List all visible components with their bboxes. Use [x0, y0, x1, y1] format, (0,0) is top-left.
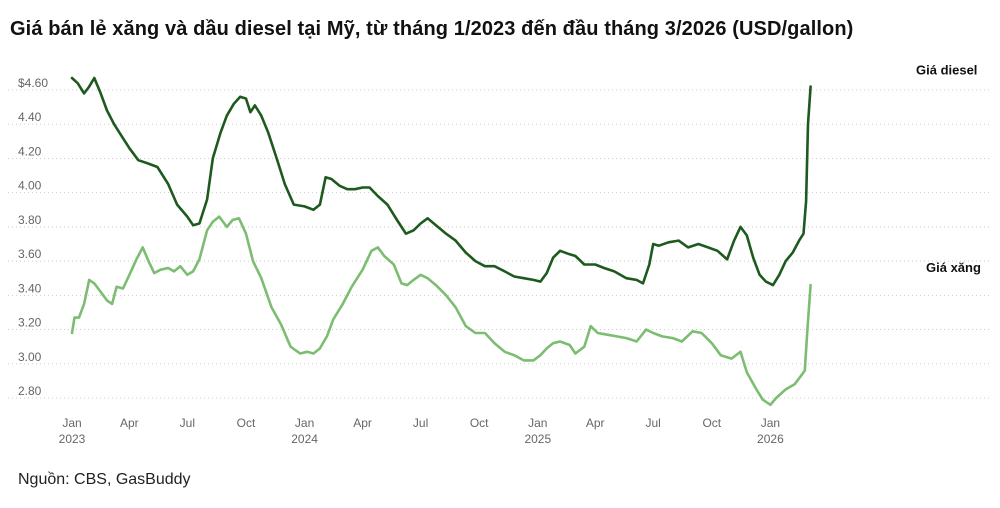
x-tick-label: Jan	[761, 416, 780, 430]
y-tick-label: 3.20	[18, 316, 42, 330]
series-label-diesel: Giá diesel	[916, 63, 977, 78]
series-label-gasoline: Giá xăng	[926, 260, 981, 275]
source-note: Nguồn: CBS, GasBuddy	[18, 471, 191, 488]
x-tick-label: Jan	[295, 416, 314, 430]
x-tick-label: Oct	[237, 416, 256, 430]
x-tick-label: Jul	[413, 416, 428, 430]
x-tick-label: Jul	[180, 416, 195, 430]
x-tick-label: Apr	[120, 416, 139, 430]
y-tick-label: 3.40	[18, 281, 42, 295]
series-labels: Giá diesel Giá xăng	[916, 63, 981, 275]
x-tick-label: Oct	[702, 416, 721, 430]
x-tick-label: Jan	[62, 416, 81, 430]
y-tick-label: 3.00	[18, 350, 42, 364]
chart-title: Giá bán lẻ xăng và dầu diesel tại Mỹ, từ…	[10, 18, 854, 40]
x-tick-label: Oct	[470, 416, 489, 430]
series-line-gasoline	[70, 215, 812, 407]
x-tick-label: Apr	[353, 416, 372, 430]
x-tick-year: 2026	[757, 432, 784, 446]
x-tick-year: 2025	[524, 432, 551, 446]
x-tick-label: Jan	[528, 416, 547, 430]
x-tick-year: 2023	[59, 432, 86, 446]
y-tick-label: 4.20	[18, 144, 42, 158]
series-line-diesel	[70, 76, 812, 287]
x-axis-ticks: Jan 2023 Apr Jul Oct Jan 2024 Apr Jul Oct Jan 2025 A…	[59, 416, 784, 446]
y-tick-label: 4.00	[18, 179, 42, 193]
y-tick-label: 3.80	[18, 213, 42, 227]
y-tick-label: 4.40	[18, 110, 42, 124]
y-tick-label: 3.60	[18, 247, 42, 261]
x-tick-label: Apr	[586, 416, 605, 430]
x-tick-year: 2024	[291, 432, 318, 446]
x-tick-label: Jul	[645, 416, 660, 430]
y-axis-ticks: $4.60 4.40 4.20 4.00 3.80 3.60 3.40 3.20 3.00 2.8…	[18, 76, 48, 398]
series-lines	[70, 76, 812, 407]
y-tick-label: 2.80	[18, 384, 42, 398]
gridlines	[8, 89, 990, 399]
y-tick-label: $4.60	[18, 76, 48, 90]
